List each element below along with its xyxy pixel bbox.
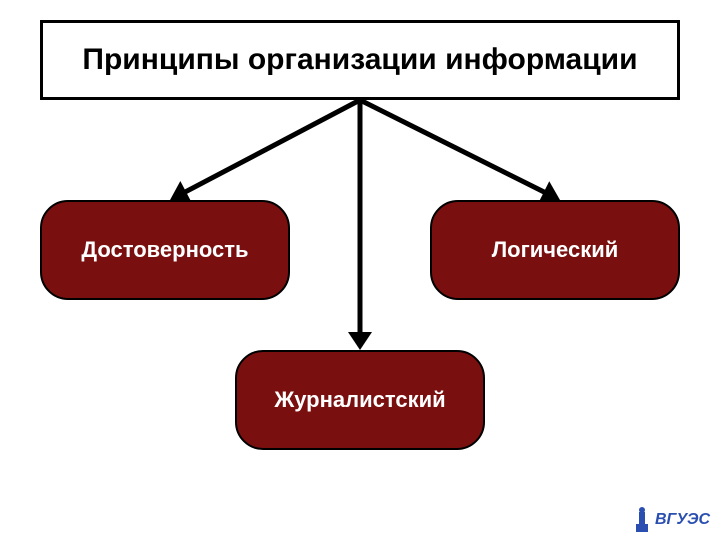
node-journalistic: Журналистский — [235, 350, 485, 450]
footer-logo: ВГУЭС — [633, 506, 710, 534]
title-text: Принципы организации информации — [82, 43, 637, 77]
node-logical-label: Логический — [492, 237, 619, 263]
node-reliability: Достоверность — [40, 200, 290, 300]
logo-text: ВГУЭС — [655, 511, 710, 529]
diagram-canvas: Принципы организации информации Достовер… — [0, 0, 720, 540]
node-logical: Логический — [430, 200, 680, 300]
node-reliability-label: Достоверность — [81, 237, 248, 263]
node-journalistic-label: Журналистский — [274, 387, 445, 413]
logo-icon — [633, 506, 651, 534]
title-box: Принципы организации информации — [40, 20, 680, 100]
